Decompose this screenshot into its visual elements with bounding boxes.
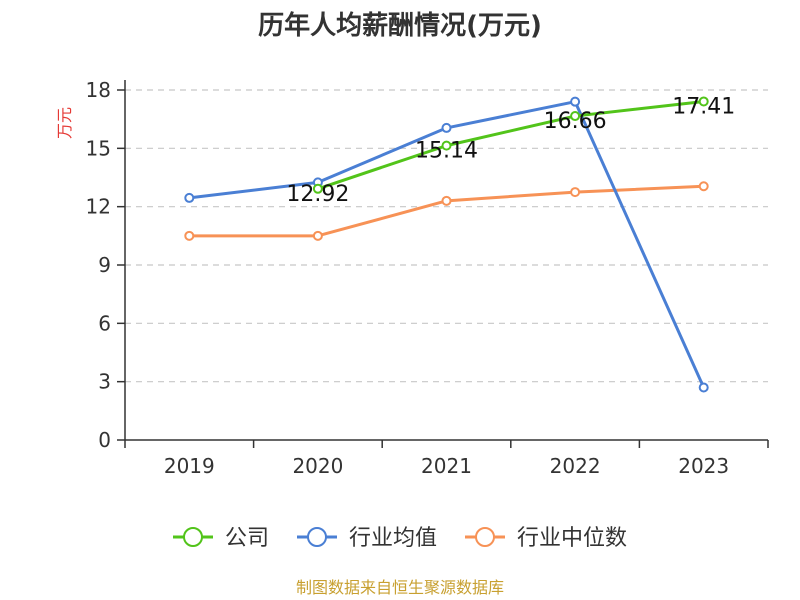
series-point xyxy=(184,192,195,203)
series-point xyxy=(312,183,323,194)
y-tick-label: 6 xyxy=(98,311,111,335)
y-tick-label: 3 xyxy=(98,370,111,394)
x-tick-label: 2023 xyxy=(678,454,729,478)
source-note: 制图数据来自恒生聚源数据库 xyxy=(296,578,504,597)
series-point xyxy=(184,230,195,241)
y-tick-label: 15 xyxy=(86,136,111,160)
legend[interactable]: 公司 行业均值 行业中位数 xyxy=(173,526,627,551)
y-tick-label: 18 xyxy=(86,78,111,102)
series-point xyxy=(570,187,581,198)
legend-item[interactable]: 行业中位数 xyxy=(465,526,627,551)
series-point xyxy=(312,230,323,241)
data-label: 12.92 xyxy=(286,182,349,207)
data-labels: 12.92 15.14 16.66 17.41 xyxy=(286,94,735,206)
data-label: 17.41 xyxy=(672,94,735,119)
series-line xyxy=(317,99,704,191)
series-point xyxy=(698,181,709,192)
series-line xyxy=(189,184,704,238)
series-point xyxy=(570,111,581,122)
x-tick-label: 2021 xyxy=(421,454,472,478)
chart-title: 历年人均薪酬情况(万元) xyxy=(258,10,542,41)
legend-marker xyxy=(475,527,495,547)
series-point xyxy=(441,140,452,151)
y-tick-label: 9 xyxy=(98,253,111,277)
axes: 0 3 6 9 12 15 18 2019 2020 2021 2022 2023 xyxy=(86,78,769,478)
legend-label: 行业均值 xyxy=(349,526,437,551)
legend-item[interactable]: 公司 xyxy=(173,526,269,551)
legend-marker xyxy=(183,527,203,547)
series-point xyxy=(441,195,452,206)
series-point xyxy=(570,96,581,107)
legend-item[interactable]: 行业均值 xyxy=(297,526,437,551)
series-point xyxy=(441,122,452,133)
data-label: 16.66 xyxy=(544,109,607,134)
data-label: 15.14 xyxy=(415,139,478,164)
x-tick-label: 2022 xyxy=(550,454,601,478)
y-axis-label: 万元 xyxy=(55,107,74,139)
x-tick-label: 2019 xyxy=(164,454,215,478)
y-tick-label: 12 xyxy=(86,195,111,219)
y-tick-label: 0 xyxy=(98,428,111,452)
series-point xyxy=(698,96,709,107)
legend-label: 行业中位数 xyxy=(517,526,627,551)
series-point xyxy=(698,382,709,393)
series-points xyxy=(184,96,709,393)
legend-marker xyxy=(307,527,327,547)
x-tick-label: 2020 xyxy=(292,454,343,478)
legend-label: 公司 xyxy=(225,526,269,551)
